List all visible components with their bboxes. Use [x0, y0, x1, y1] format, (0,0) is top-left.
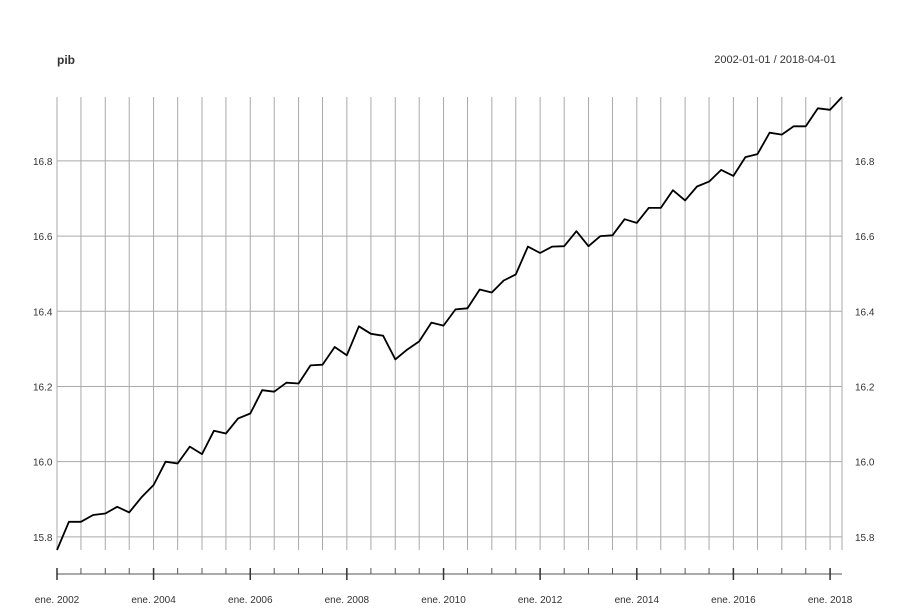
grid	[56, 97, 843, 550]
y-tick-label-right: 16.2	[855, 382, 875, 393]
y-tick-label-right: 16.6	[855, 232, 875, 243]
x-tick-label: ene. 2002	[35, 595, 80, 606]
date-range-label: 2002-01-01 / 2018-04-01	[714, 54, 836, 66]
x-tick-label: ene. 2008	[325, 595, 370, 606]
y-tick-label-left: 16.4	[33, 307, 53, 318]
y-tick-label-left: 16.2	[33, 382, 53, 393]
axes: 15.8 15.8 16.0 16.0 16.2 16.2 16.4 16.4 16.6 16.6…	[33, 157, 875, 606]
series-layer	[56, 96, 843, 551]
y-tick-label-left: 16.8	[33, 157, 53, 168]
x-tick-label: ene. 2004	[131, 595, 176, 606]
x-tick-label: ene. 2018	[808, 595, 853, 606]
y-tick-label-right: 16.0	[855, 458, 875, 469]
x-tick-label: ene. 2016	[711, 595, 756, 606]
x-tick-label: ene. 2014	[615, 595, 660, 606]
y-tick-label-right: 16.4	[855, 307, 875, 318]
x-tick-label: ene. 2012	[518, 595, 563, 606]
chart-title: pib	[57, 53, 75, 67]
y-tick-label-right: 16.8	[855, 157, 875, 168]
y-tick-label-left: 16.6	[33, 232, 53, 243]
x-tick-label: ene. 2010	[421, 595, 466, 606]
series-line	[56, 96, 843, 551]
y-tick-label-left: 15.8	[33, 533, 53, 544]
x-tick-label: ene. 2006	[228, 595, 273, 606]
y-tick-label-left: 16.0	[33, 458, 53, 469]
y-tick-label-right: 15.8	[855, 533, 875, 544]
